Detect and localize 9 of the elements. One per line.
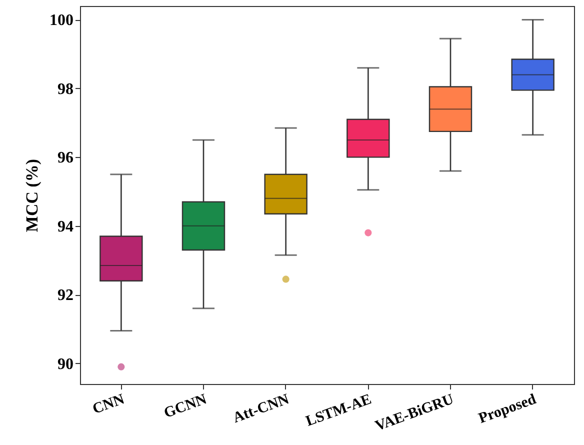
x-tick-label: GCNN [162,391,210,422]
y-tick-label: 94 [58,218,74,236]
x-tick-label: CNN [90,391,127,418]
y-tick-label: 98 [58,80,74,98]
y-tick-label: 96 [58,150,74,167]
y-tick-label: 92 [58,287,74,304]
y-tick-label: 100 [50,12,74,30]
y-axis-title: MCC (%) [22,158,42,232]
y-tick-label: 90 [58,356,74,373]
